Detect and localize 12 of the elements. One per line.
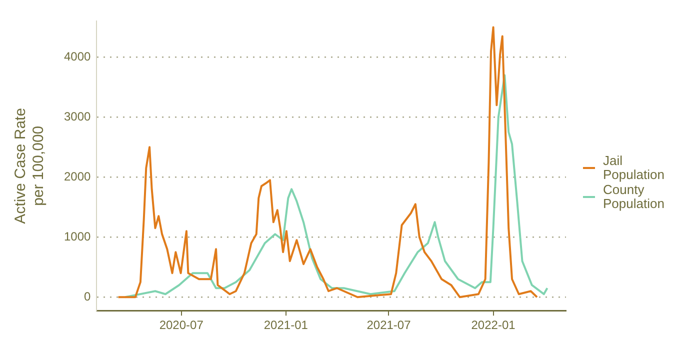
x-tick-label: 2021-01 — [264, 318, 308, 332]
y-tick-label: 2000 — [64, 169, 92, 184]
y-tick-label: 1000 — [64, 229, 92, 244]
x-tick-label: 2022-01 — [471, 318, 516, 332]
y-tick-label: 3000 — [64, 109, 92, 124]
legend-label: Jail Population — [603, 153, 666, 182]
legend-label: County Population — [603, 182, 666, 211]
y-axis-title: Active Case Rate per 100,000 — [12, 108, 48, 224]
x-tick-label: 2020-07 — [159, 318, 204, 332]
y-tick-label: 4000 — [64, 50, 92, 64]
y-tick-label: 0 — [84, 289, 92, 304]
x-tick-label: 2021-07 — [366, 318, 412, 332]
